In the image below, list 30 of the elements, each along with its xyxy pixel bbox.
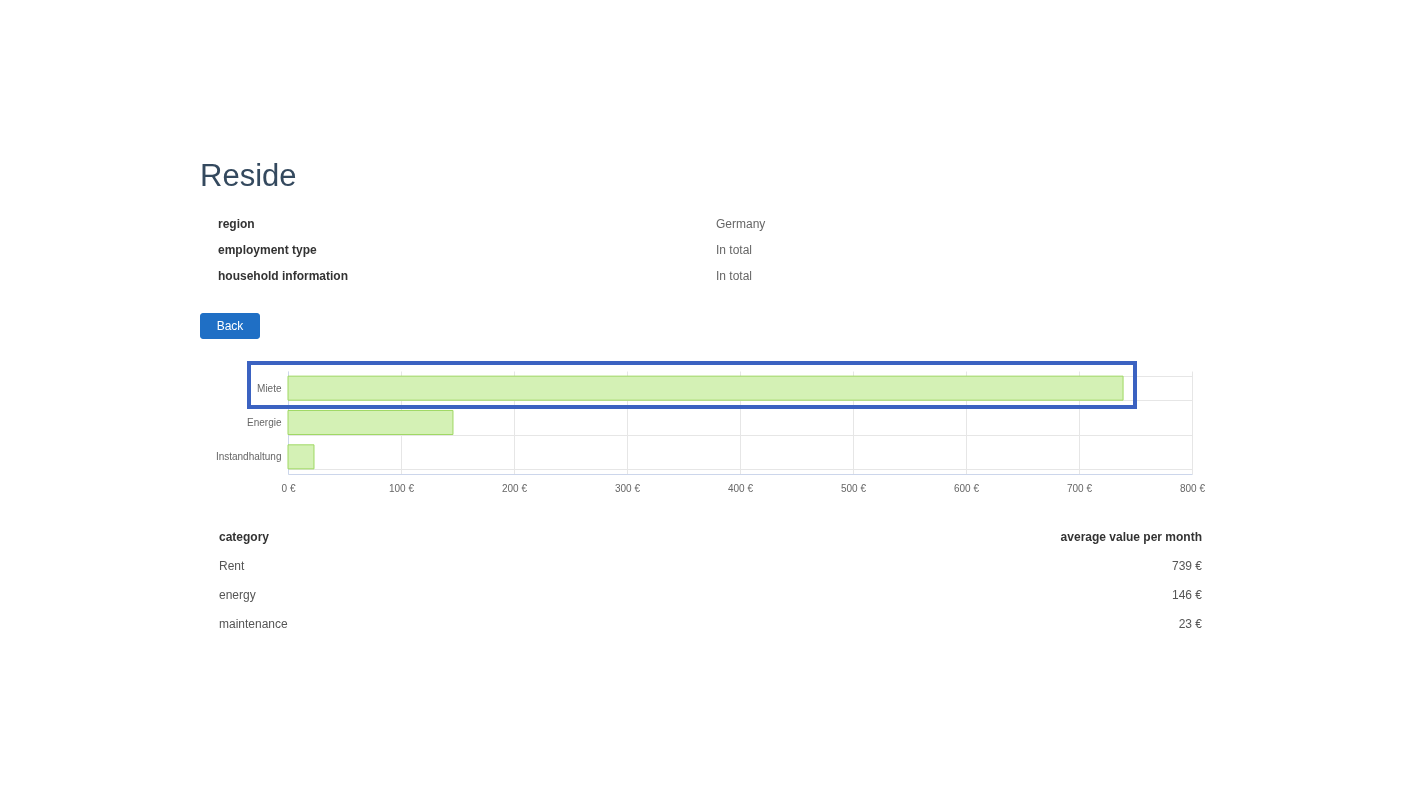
x-tick-label: 800 € [1179, 482, 1206, 494]
text: region [218, 217, 255, 231]
text: energy [219, 588, 256, 602]
y-tick-label: Miete [257, 382, 282, 394]
bar [287, 444, 315, 470]
text: Back [216, 319, 245, 333]
x-tick-label: 500 € [840, 482, 867, 494]
text: maintenance [219, 617, 289, 631]
x-tick-label: 300 € [614, 482, 641, 494]
text: household information [218, 269, 348, 283]
x-tick-label: 0 € [281, 482, 296, 494]
text: 146 € [1171, 588, 1203, 602]
y-tick-label: Instandhaltung [215, 451, 282, 463]
text: In total [716, 269, 753, 283]
bar [287, 409, 454, 436]
text: employment type [218, 243, 318, 257]
text: 739 € [1171, 559, 1203, 573]
x-tick-label: 700 € [1066, 482, 1093, 494]
text: 23 € [1178, 617, 1203, 631]
chart-title: Reside [200, 158, 297, 193]
text: Germany [716, 217, 766, 231]
x-tick-label: 400 € [727, 482, 754, 494]
text: In total [716, 243, 753, 257]
text: Rent [219, 559, 246, 573]
x-tick-label: 100 € [388, 482, 415, 494]
y-tick-label: Energie [247, 417, 282, 428]
x-tick-label: 200 € [501, 482, 528, 494]
text: category [219, 530, 270, 544]
text: average value per month [1060, 530, 1202, 544]
x-tick-label: 600 € [953, 482, 980, 494]
